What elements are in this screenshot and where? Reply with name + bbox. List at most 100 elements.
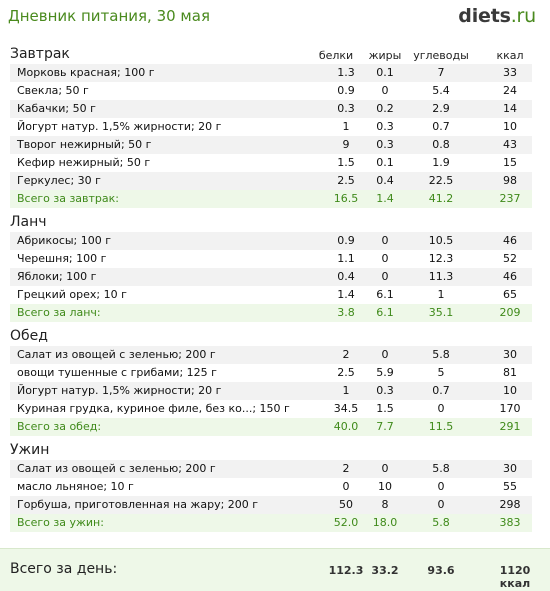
meal-header-lunch: Ланч [0, 214, 550, 234]
meal-header-supper: Ужин [0, 442, 550, 462]
food-name: Салат из овощей с зеленью; 200 г [17, 348, 216, 361]
protein-value: 1.5 [337, 156, 355, 169]
fat-value: 0.2 [376, 102, 394, 115]
food-name: масло льняное; 10 г [17, 480, 134, 493]
kcal-total: 209 [499, 306, 521, 319]
table-row: Йогурт натур. 1,5% жирности; 20 г 1 0.3 … [10, 118, 532, 136]
food-name: Куриная грудка, куриное филе, без ко...;… [17, 402, 290, 415]
fat-value: 0.3 [376, 120, 394, 133]
day-carbs-total: 93.6 [427, 564, 455, 577]
meal-header-dinner: Обед [0, 328, 550, 348]
day-protein-total: 112.3 [328, 564, 364, 577]
protein-value: 1 [342, 120, 350, 133]
fat-value: 0.1 [376, 66, 394, 79]
protein-value: 1 [342, 384, 350, 397]
kcal-value: 15 [503, 156, 517, 169]
fat-value: 0 [381, 270, 389, 283]
meal-total-row: Всего за обед: 40.0 7.7 11.5 291 [10, 418, 532, 436]
table-row: Куриная грудка, куриное филе, без ко...;… [10, 400, 532, 418]
table-row: Творог нежирный; 50 г 9 0.3 0.8 43 [10, 136, 532, 154]
fat-value: 0.3 [376, 138, 394, 151]
total-label: Всего за завтрак: [17, 192, 120, 205]
carbs-value: 10.5 [428, 234, 454, 247]
table-row: Абрикосы; 100 г 0.9 0 10.5 46 [10, 232, 532, 250]
food-name: Геркулес; 30 г [17, 174, 101, 187]
carbs-value: 0.7 [432, 120, 450, 133]
total-label: Всего за ужин: [17, 516, 104, 529]
fat-value: 0 [381, 462, 389, 475]
protein-value: 2.5 [337, 174, 355, 187]
protein-value: 2 [342, 348, 350, 361]
protein-value: 9 [342, 138, 350, 151]
meal-title: Ужин [10, 442, 50, 458]
kcal-value: 52 [503, 252, 517, 265]
fat-value: 0.4 [376, 174, 394, 187]
meal-total-row: Всего за завтрак: 16.5 1.4 41.2 237 [10, 190, 532, 208]
table-row: Кефир нежирный; 50 г 1.5 0.1 1.9 15 [10, 154, 532, 172]
kcal-value: 46 [503, 270, 517, 283]
day-total-label: Всего за день: [10, 561, 118, 577]
kcal-value: 170 [499, 402, 521, 415]
fat-value: 5.9 [376, 366, 394, 379]
protein-value: 0.3 [337, 102, 355, 115]
kcal-value: 30 [503, 462, 517, 475]
page-header: Дневник питания, 30 мая diets.ru [0, 0, 550, 36]
kcal-value: 10 [503, 120, 517, 133]
carbs-value: 1.9 [432, 156, 450, 169]
fat-value: 0 [381, 234, 389, 247]
fat-value: 0.3 [376, 384, 394, 397]
food-name: Черешня; 100 г [17, 252, 107, 265]
col-carbs: углеводы [413, 49, 469, 62]
protein-value: 0 [342, 480, 350, 493]
fat-value: 0 [381, 84, 389, 97]
kcal-value: 81 [503, 366, 517, 379]
protein-value: 2 [342, 462, 350, 475]
food-name: Абрикосы; 100 г [17, 234, 112, 247]
table-row: Морковь красная; 100 г 1.3 0.1 7 33 [10, 64, 532, 82]
food-name: Яблоки; 100 г [17, 270, 97, 283]
protein-value: 0.4 [337, 270, 355, 283]
carbs-value: 5.8 [432, 348, 450, 361]
fat-value: 1.5 [376, 402, 394, 415]
col-protein: белки [318, 49, 354, 62]
carbs-value: 0 [437, 498, 445, 511]
protein-value: 34.5 [333, 402, 359, 415]
kcal-value: 14 [503, 102, 517, 115]
table-row: Свекла; 50 г 0.9 0 5.4 24 [10, 82, 532, 100]
kcal-total: 291 [499, 420, 521, 433]
food-name: Йогурт натур. 1,5% жирности; 20 г [17, 120, 222, 133]
carbs-value: 5.8 [432, 462, 450, 475]
fat-total: 7.7 [376, 420, 394, 433]
day-total-bar: Всего за день: 112.3 33.2 93.6 1120 ккал [0, 548, 550, 591]
table-row: Кабачки; 50 г 0.3 0.2 2.9 14 [10, 100, 532, 118]
col-kcal: ккал [496, 49, 524, 62]
food-name: Салат из овощей с зеленью; 200 г [17, 462, 216, 475]
food-name: Кабачки; 50 г [17, 102, 96, 115]
carbs-value: 0 [437, 402, 445, 415]
table-row: Яблоки; 100 г 0.4 0 11.3 46 [10, 268, 532, 286]
kcal-value: 43 [503, 138, 517, 151]
total-label: Всего за ланч: [17, 306, 101, 319]
meal-title: Завтрак [10, 46, 70, 62]
fat-total: 18.0 [372, 516, 398, 529]
protein-value: 1.1 [337, 252, 355, 265]
table-row: Черешня; 100 г 1.1 0 12.3 52 [10, 250, 532, 268]
protein-total: 52.0 [333, 516, 359, 529]
site-logo[interactable]: diets.ru [458, 5, 536, 27]
carbs-value: 5 [437, 366, 445, 379]
fat-value: 6.1 [376, 288, 394, 301]
carbs-total: 11.5 [428, 420, 454, 433]
protein-value: 2.5 [337, 366, 355, 379]
table-row: Горбуша, приготовленная на жару; 200 г 5… [10, 496, 532, 514]
protein-value: 0.9 [337, 84, 355, 97]
fat-total: 6.1 [376, 306, 394, 319]
kcal-value: 30 [503, 348, 517, 361]
table-row: овощи тушенные с грибами; 125 г 2.5 5.9 … [10, 364, 532, 382]
carbs-value: 22.5 [428, 174, 454, 187]
fat-value: 0 [381, 252, 389, 265]
carbs-total: 35.1 [428, 306, 454, 319]
table-row: Грецкий орех; 10 г 1.4 6.1 1 65 [10, 286, 532, 304]
table-row: Салат из овощей с зеленью; 200 г 2 0 5.8… [10, 346, 532, 364]
food-name: Морковь красная; 100 г [17, 66, 155, 79]
food-name: Творог нежирный; 50 г [17, 138, 152, 151]
